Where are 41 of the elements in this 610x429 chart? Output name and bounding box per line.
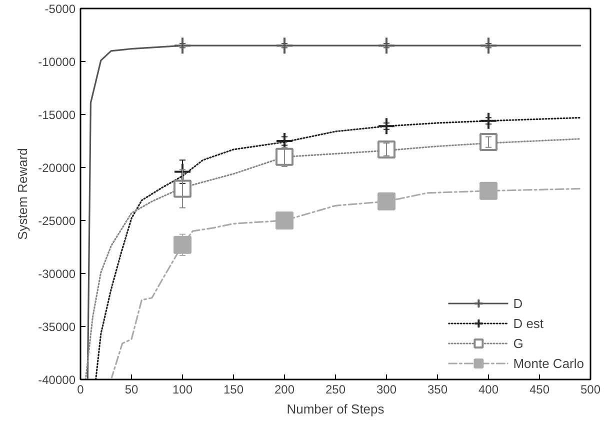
x-axis-title: Number of Steps	[286, 402, 385, 416]
legend-label: Monte Carlo	[513, 356, 584, 370]
legend-label: D	[513, 296, 524, 310]
x-tick-label: 400	[478, 382, 499, 396]
point	[480, 133, 498, 152]
y-axis-title: System Reward	[15, 148, 30, 240]
point	[276, 132, 294, 150]
point	[480, 112, 498, 130]
point	[378, 192, 396, 210]
y-tick-label: -5000	[44, 2, 76, 16]
y-tick-label: -30000	[38, 267, 76, 281]
x-tick-label: 100	[172, 382, 193, 396]
x-tick-label: 500	[580, 382, 601, 396]
y-tick-label: -35000	[38, 320, 76, 334]
x-tick-label: 200	[274, 382, 295, 396]
x-tick-label: 300	[376, 382, 397, 396]
point	[276, 212, 294, 230]
legend-label: G	[513, 336, 524, 350]
x-tick-label: 50	[124, 382, 138, 396]
y-tick-label: -10000	[38, 55, 76, 69]
point	[480, 182, 498, 200]
x-tick-label: 350	[427, 382, 448, 396]
point	[378, 117, 396, 136]
x-tick-label: 0	[77, 382, 84, 396]
x-tick-label: 450	[529, 382, 550, 396]
point	[174, 236, 192, 254]
y-tick-label: -25000	[38, 214, 76, 228]
legend-label: D est	[513, 316, 544, 330]
point	[480, 36, 498, 55]
y-tick-label: -15000	[38, 108, 76, 122]
y-tick-label: -40000	[38, 373, 76, 387]
point	[276, 148, 294, 166]
point	[174, 162, 192, 181]
y-tick-label: -20000	[38, 161, 76, 175]
point	[378, 140, 396, 158]
x-tick-label: 150	[223, 382, 244, 396]
point	[174, 36, 192, 55]
point	[276, 36, 294, 55]
x-tick-label: 250	[325, 382, 346, 396]
point	[378, 36, 396, 55]
point	[174, 180, 192, 198]
